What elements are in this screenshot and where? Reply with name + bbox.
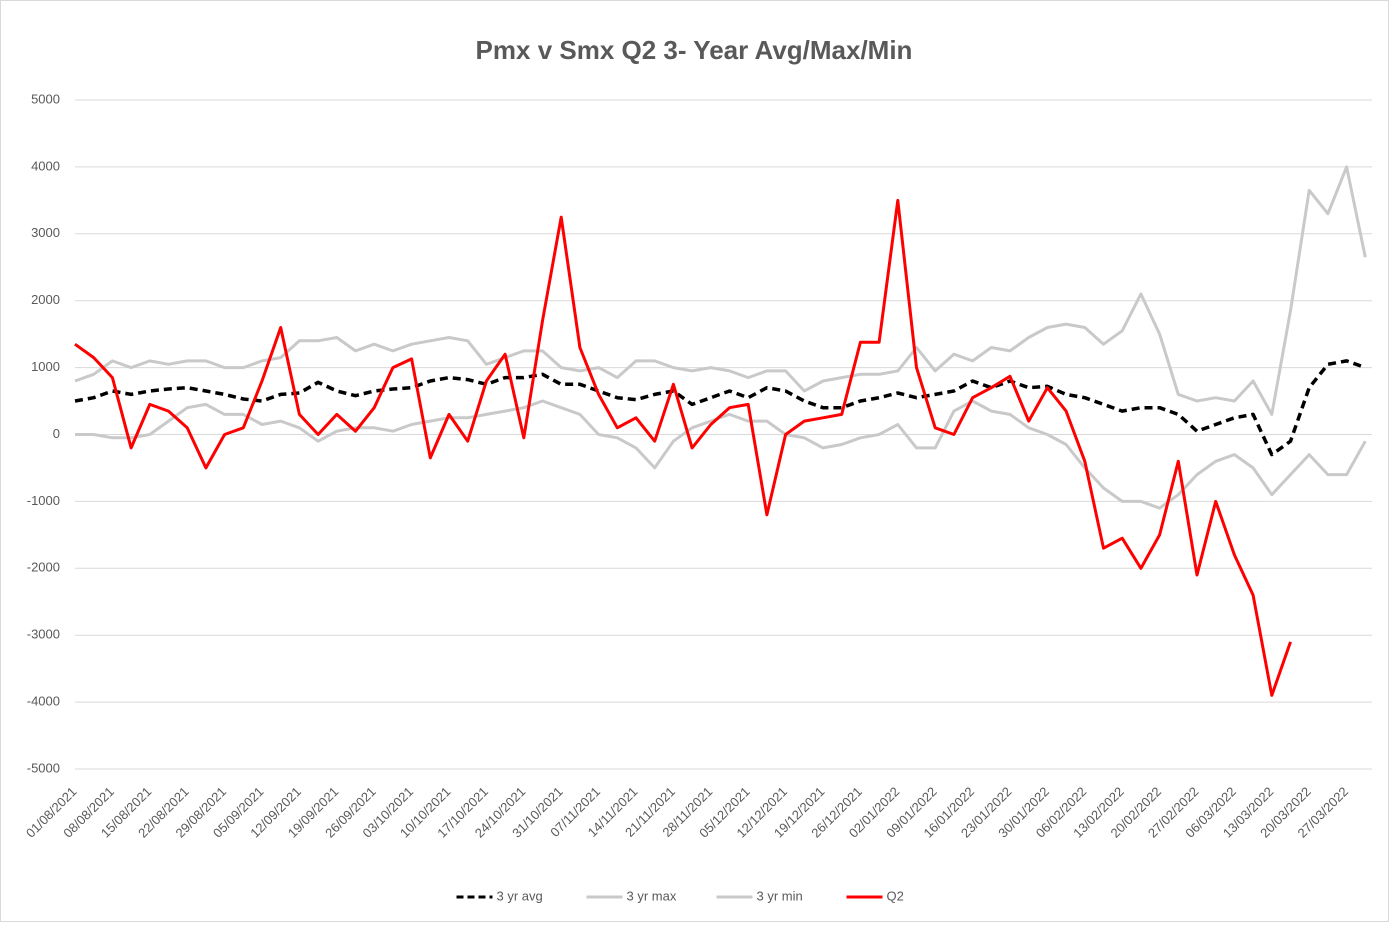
y-tick-label: 0: [53, 426, 60, 441]
legend-label: Q2: [887, 888, 904, 903]
legend-label: 3 yr max: [627, 888, 677, 903]
y-tick-label: 4000: [31, 158, 60, 173]
legend-label: 3 yr avg: [497, 888, 543, 903]
y-tick-label: -5000: [27, 760, 60, 775]
data-line: [74, 165, 1367, 416]
y-tick-label: 2000: [31, 292, 60, 307]
y-tick-label: 3000: [31, 225, 60, 240]
y-tick-label: -2000: [27, 560, 60, 575]
data-line: [74, 198, 1292, 697]
y-tick-label: -4000: [27, 694, 60, 709]
y-tick-label: 5000: [31, 91, 60, 106]
chart-title: Pmx v Smx Q2 3- Year Avg/Max/Min: [476, 35, 913, 65]
data-line: [74, 359, 1366, 457]
y-tick-label: -3000: [27, 627, 60, 642]
legend-label: 3 yr min: [757, 888, 803, 903]
y-tick-label: 1000: [31, 359, 60, 374]
y-tick-label: -1000: [27, 493, 60, 508]
